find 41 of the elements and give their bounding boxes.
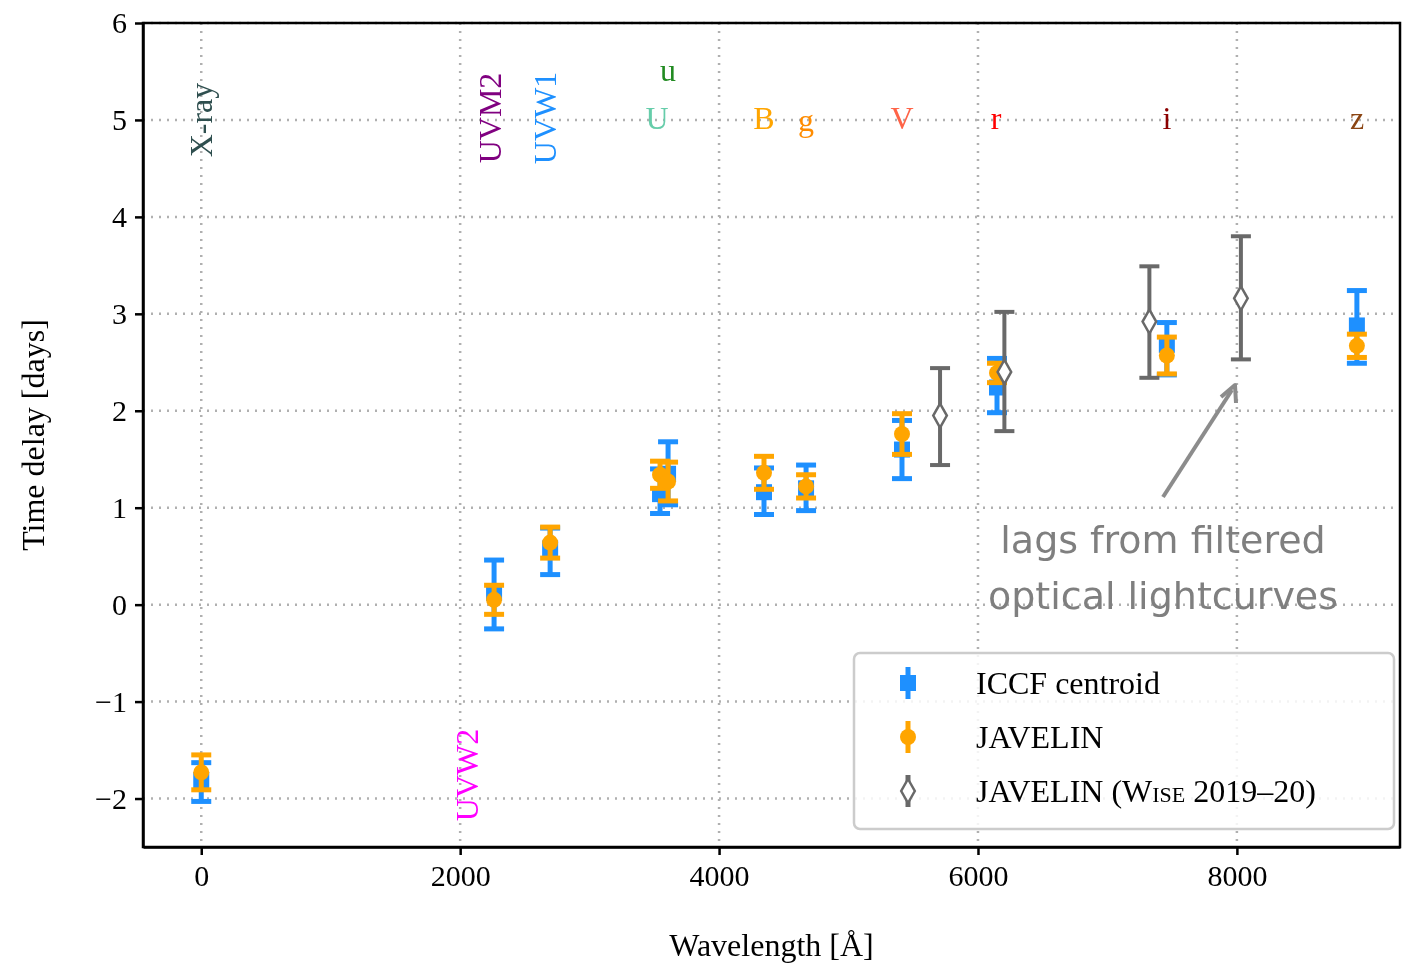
annotation: i [1162,100,1172,136]
annotation: r [990,100,1002,136]
point [755,464,772,481]
annotation: UVW1 [527,71,563,165]
annotation: lags from filtered optical lightcurves [987,518,1339,618]
y-tick-label: 0 [112,587,127,621]
y-axis-title: Time delay [days] [15,319,51,551]
y-tick-label: 6 [112,6,127,40]
x-tick-label: 6000 [948,859,1009,893]
annotation: u [660,52,676,88]
point [893,426,910,443]
y-tick-label: 1 [112,490,127,524]
point [1158,347,1175,364]
x-axis-title: Wavelength [Å] [669,927,874,963]
point [542,534,559,551]
annotation: UVM2 [472,72,508,164]
x-tick-label: 8000 [1207,859,1268,893]
y-tick-label: −2 [95,781,127,815]
point [193,764,210,781]
x-tick-label: 4000 [689,859,750,893]
annotation: U [645,100,669,136]
annotation: X-ray [183,82,219,158]
point [486,591,503,608]
annotation: UVW2 [449,728,485,822]
point [1348,337,1365,354]
x-tick-label: 2000 [430,859,491,893]
y-tick-label: 4 [112,199,127,233]
annotation: g [798,102,814,138]
y-tick-label: 3 [112,296,127,330]
legend-label: ICCF centroid [976,665,1160,701]
x-tick-label: 0 [194,859,210,893]
point [1348,317,1365,334]
y-tick-label: 5 [112,103,127,137]
point [660,473,677,490]
y-tick-label: −1 [95,684,127,718]
legend-label: JAVELIN (Wise 2019–20) [976,773,1316,809]
legend-label: JAVELIN [976,719,1104,755]
annotation: z [1349,100,1365,136]
annotation: B [753,100,775,136]
y-tick-label: 2 [112,393,127,427]
annotation: V [890,100,914,136]
